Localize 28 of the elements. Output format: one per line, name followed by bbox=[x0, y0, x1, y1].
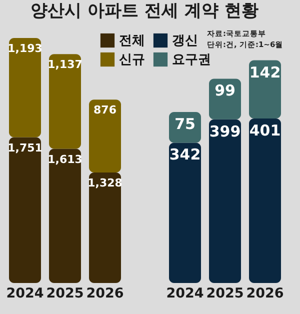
x-tick-label: 2025 bbox=[46, 286, 84, 302]
legend-label: 전체 bbox=[119, 34, 145, 48]
bar bbox=[49, 54, 81, 149]
x-tick-label: 2026 bbox=[246, 286, 284, 302]
legend-label: 요구권 bbox=[172, 52, 211, 68]
x-tick-label: 2025 bbox=[206, 286, 244, 302]
bar bbox=[9, 137, 41, 283]
bar bbox=[209, 119, 241, 283]
bar bbox=[169, 142, 201, 283]
bar bbox=[89, 100, 121, 172]
legend-label: 갱신 bbox=[172, 34, 198, 48]
x-tick-label: 2026 bbox=[86, 286, 124, 302]
bar bbox=[249, 118, 281, 283]
bar bbox=[49, 148, 81, 283]
x-tick-label: 2024 bbox=[6, 286, 44, 302]
data-label: 142 bbox=[249, 63, 281, 82]
bar bbox=[9, 38, 41, 138]
data-label: 99 bbox=[214, 82, 236, 100]
data-label: 75 bbox=[174, 114, 196, 133]
bar bbox=[89, 172, 121, 283]
data-label: 876 bbox=[94, 104, 117, 117]
x-tick-label: 2024 bbox=[166, 286, 204, 302]
legend-label: 신규 bbox=[119, 52, 145, 68]
chart-title: 양산시 아파트 전세 계약 현황 bbox=[30, 1, 258, 21]
bar bbox=[249, 60, 281, 119]
data-label: 401 bbox=[249, 122, 281, 140]
data-label: 342 bbox=[169, 146, 201, 164]
data-label: 399 bbox=[209, 122, 241, 140]
